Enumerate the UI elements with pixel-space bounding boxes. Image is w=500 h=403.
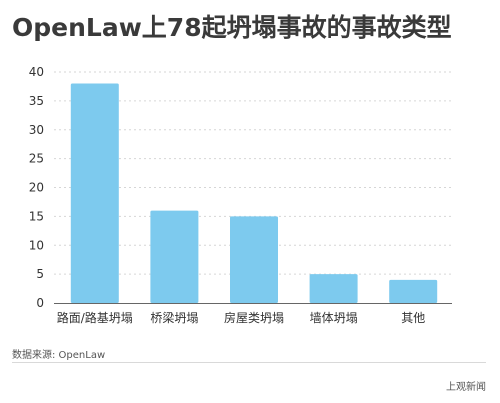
y-tick-label: 35 (29, 94, 44, 108)
y-tick-label: 30 (29, 123, 44, 137)
bar (309, 274, 358, 303)
x-category-label: 路面/路基坍塌 (57, 310, 133, 325)
y-tick-label: 15 (29, 209, 44, 223)
x-category-label: 其他 (401, 311, 425, 325)
y-axis-ticks: 0 5 10 15 20 25 30 35 40 (29, 65, 44, 310)
publisher-credit: 上观新闻 (446, 382, 486, 393)
bar (70, 83, 119, 303)
bar-chart: 0 5 10 15 20 25 30 35 40 路面/路基坍塌 桥梁坍塌 房屋类坍塌 墙体坍塌 其他 (29, 65, 452, 325)
y-tick-label: 40 (29, 65, 44, 79)
y-tick-label: 20 (29, 181, 44, 195)
chart-title: OpenLaw上78起坍塌事故的事故类型 (12, 13, 452, 42)
gridlines (54, 71, 452, 275)
bars (70, 83, 438, 303)
footer-divider (12, 362, 486, 363)
y-tick-label: 10 (29, 238, 44, 252)
x-category-label: 墙体坍塌 (310, 311, 358, 325)
bar (230, 216, 278, 303)
y-tick-label: 25 (29, 152, 44, 166)
bar (150, 210, 199, 303)
y-tick-label: 0 (36, 296, 44, 310)
x-category-label: 房屋类坍塌 (224, 310, 284, 325)
data-source-note: 数据来源: OpenLaw (12, 350, 106, 361)
bar (389, 279, 438, 303)
y-tick-label: 5 (36, 267, 44, 281)
x-category-label: 桥梁坍塌 (150, 310, 198, 325)
x-axis-labels: 路面/路基坍塌 桥梁坍塌 房屋类坍塌 墙体坍塌 其他 (57, 310, 425, 325)
